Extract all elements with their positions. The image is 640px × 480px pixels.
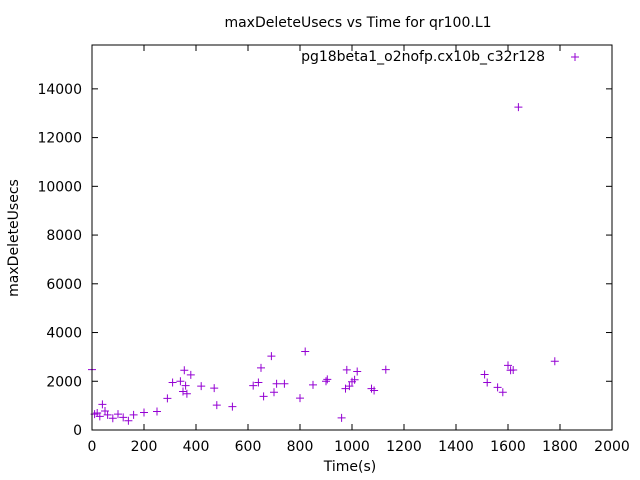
data-point xyxy=(259,392,268,401)
plot-frame xyxy=(91,44,613,431)
x-tick-label: 1400 xyxy=(438,439,474,455)
y-tick-label: 6000 xyxy=(46,277,82,293)
data-point xyxy=(210,384,219,393)
data-point xyxy=(370,386,379,395)
y-tick-label: 8000 xyxy=(46,228,82,244)
data-point xyxy=(124,416,133,425)
data-point xyxy=(342,365,351,374)
data-point xyxy=(254,378,263,387)
data-point xyxy=(129,410,138,419)
data-point xyxy=(514,103,523,112)
y-tick-label: 4000 xyxy=(46,326,82,342)
y-tick-label: 10000 xyxy=(37,179,82,195)
data-point xyxy=(249,381,258,390)
chart-title: maxDeleteUsecs vs Time for qr100.L1 xyxy=(224,15,491,31)
x-tick-label: 0 xyxy=(88,439,97,455)
data-point xyxy=(309,380,317,389)
data-point xyxy=(509,366,518,375)
data-point xyxy=(153,407,161,416)
data-point xyxy=(550,357,559,366)
data-point xyxy=(140,408,148,417)
y-tick-label: 0 xyxy=(73,423,82,439)
data-point xyxy=(197,382,206,391)
data-point xyxy=(280,379,289,388)
data-point xyxy=(301,347,310,356)
data-point xyxy=(228,402,237,411)
legend-label: pg18beta1_o2nofp.cx10b_c32r128 xyxy=(301,49,545,65)
data-point xyxy=(119,413,128,422)
data-point xyxy=(504,361,512,370)
data-point xyxy=(381,365,390,374)
x-tick-label: 1200 xyxy=(386,439,422,455)
data-point xyxy=(483,378,492,387)
y-tick-label: 2000 xyxy=(46,374,82,390)
x-tick-label: 1000 xyxy=(334,439,370,455)
data-point xyxy=(480,370,489,379)
x-tick-label: 2000 xyxy=(594,439,630,455)
y-axis-label: maxDeleteUsecs xyxy=(6,179,22,297)
x-tick-label: 1800 xyxy=(542,439,578,455)
data-point xyxy=(272,379,281,388)
data-point xyxy=(103,410,112,419)
legend-marker xyxy=(571,53,579,61)
x-tick-label: 600 xyxy=(235,439,262,455)
x-axis-label: Time(s) xyxy=(323,459,376,475)
data-point xyxy=(181,381,190,390)
data-point xyxy=(322,377,330,386)
legend-marker-symbol xyxy=(571,53,579,61)
data-point xyxy=(176,377,185,386)
data-point xyxy=(186,370,195,379)
data-point xyxy=(168,378,177,387)
data-point xyxy=(108,414,117,423)
data-point xyxy=(180,366,189,375)
data-point xyxy=(296,394,304,403)
y-tick-label: 12000 xyxy=(37,131,82,147)
y-tick-label: 14000 xyxy=(37,82,82,98)
data-point xyxy=(350,375,359,384)
data-point xyxy=(498,388,507,397)
data-point xyxy=(270,388,278,397)
data-point xyxy=(114,410,122,419)
data-point xyxy=(163,394,172,403)
data-point xyxy=(323,375,332,384)
data-point xyxy=(212,401,221,410)
data-point xyxy=(257,363,265,372)
data-points xyxy=(88,103,559,425)
x-tick-label: 200 xyxy=(131,439,158,455)
x-tick-label: 400 xyxy=(183,439,210,455)
data-point xyxy=(337,413,346,422)
x-tick-label: 800 xyxy=(287,439,314,455)
data-point xyxy=(345,382,354,391)
x-tick-label: 1600 xyxy=(490,439,526,455)
data-point xyxy=(493,383,502,392)
data-point xyxy=(95,412,104,421)
data-point xyxy=(353,367,362,376)
data-point xyxy=(98,400,107,409)
data-point xyxy=(267,352,276,361)
data-point xyxy=(182,389,191,398)
axis-ticks: 0 200 400 600 800 1000 1200 1400 1600 1800 2000 0 20… xyxy=(37,45,630,455)
legend: pg18beta1_o2nofp.cx10b_c32r128 xyxy=(301,49,579,65)
